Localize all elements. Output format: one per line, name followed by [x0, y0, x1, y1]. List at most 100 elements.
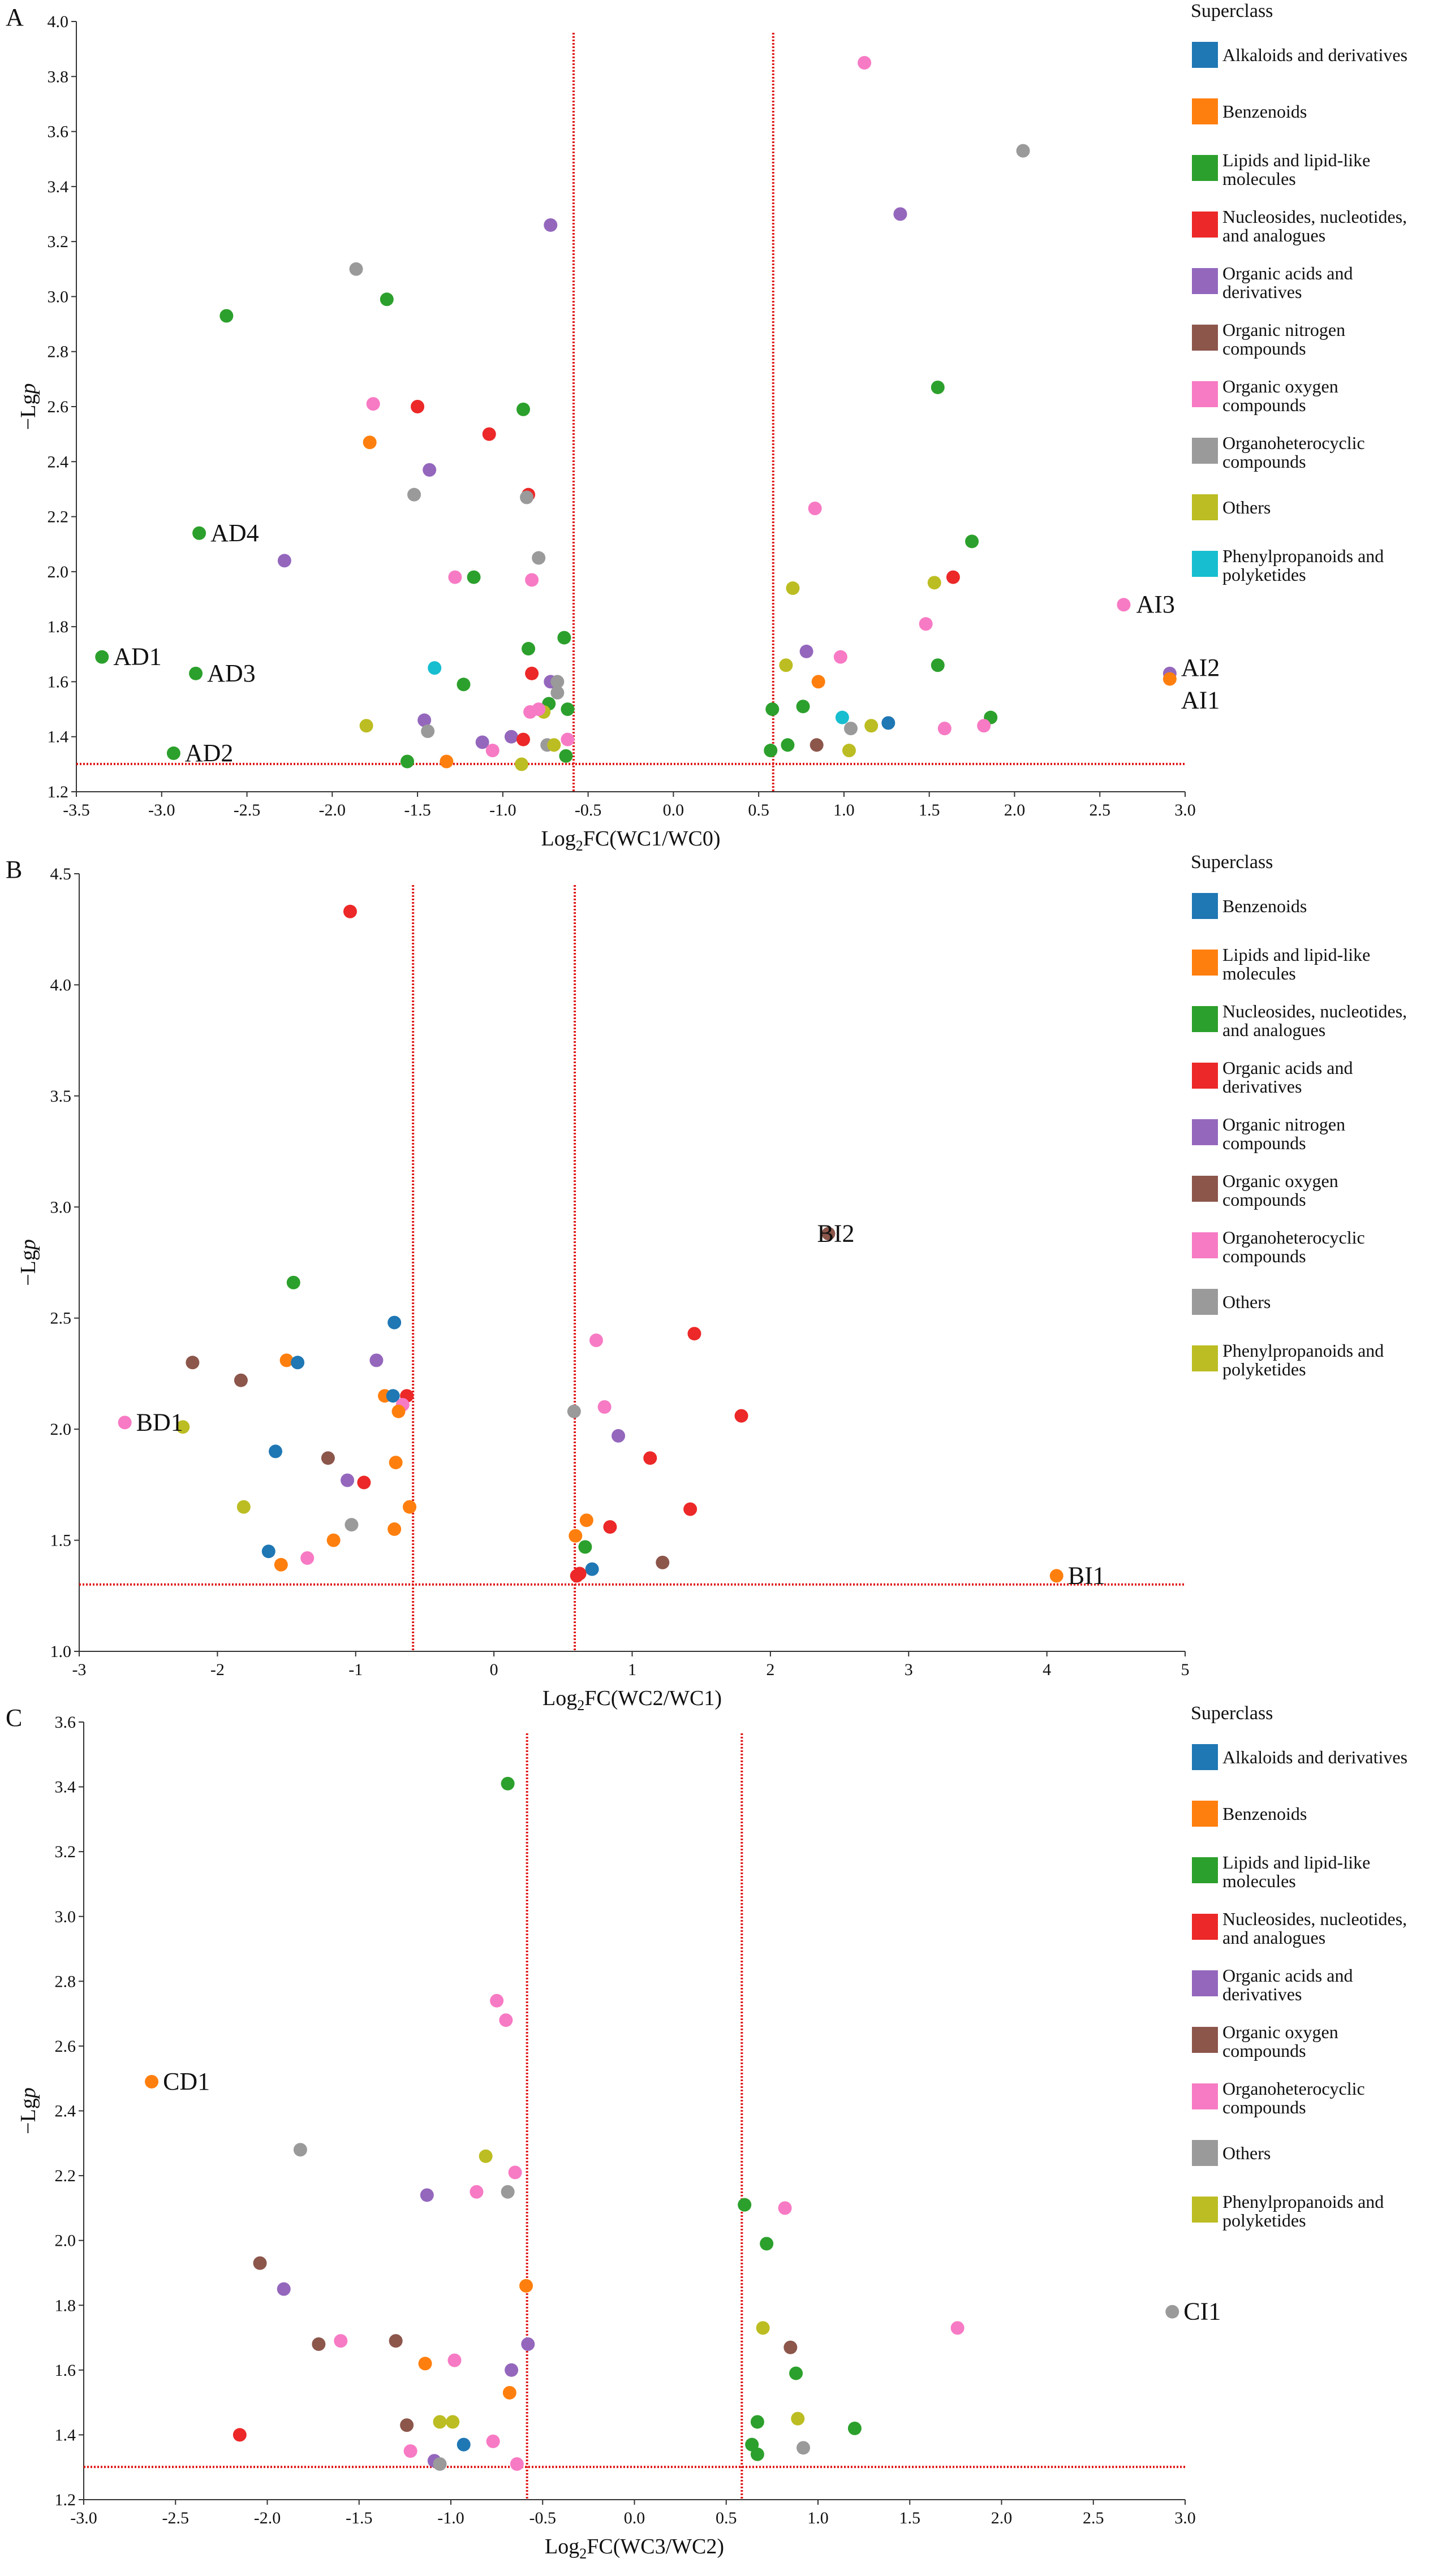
data-point [300, 1551, 315, 1565]
data-point [589, 1334, 603, 1347]
legend-swatch [1192, 2197, 1218, 2223]
legend-label: compounds [1222, 1246, 1306, 1266]
data-point [176, 1420, 190, 1434]
legend-swatch [1192, 381, 1218, 407]
legend-label: Others [1222, 2143, 1271, 2163]
data-point [269, 1444, 283, 1459]
data-point [475, 735, 489, 749]
y-tick-label: 2.4 [55, 2102, 76, 2121]
y-tick-label: 2.2 [48, 508, 69, 527]
legend-label: Organic oxygen [1222, 1171, 1338, 1191]
data-point [950, 2321, 965, 2335]
y-axis-title: −Lgp [16, 1239, 40, 1286]
x-tick-label: -2.0 [319, 801, 346, 819]
legend-label: Lipids and lipid-like [1222, 1852, 1370, 1872]
data-point [858, 55, 872, 70]
data-point [578, 1540, 592, 1554]
data-point [366, 397, 380, 411]
y-tick-label: 3.5 [50, 1087, 72, 1106]
data-point [781, 738, 795, 752]
data-point [919, 617, 933, 631]
data-point [359, 719, 373, 733]
data-point [791, 2411, 805, 2426]
y-tick-label: 1.4 [55, 2426, 76, 2444]
legend-label: Phenylpropanoids and [1222, 1340, 1384, 1361]
data-point [485, 744, 500, 758]
data-point [643, 1451, 657, 1465]
legend-label: Organic oxygen [1222, 376, 1338, 396]
data-point [334, 2334, 348, 2348]
data-point [349, 262, 363, 276]
legend-title: Superclass [1191, 1703, 1273, 1724]
data-point [811, 675, 825, 689]
panel-letter: B [6, 856, 22, 883]
legend-label: Organic acids and [1222, 1058, 1353, 1078]
y-tick-label: 3.0 [55, 1908, 76, 1926]
data-point [893, 207, 907, 221]
y-tick-label: 2.0 [55, 2232, 76, 2250]
y-tick-label: 2.0 [48, 563, 69, 581]
data-point [750, 2447, 764, 2461]
legend-label: Benzenoids [1222, 896, 1307, 916]
data-point [927, 576, 941, 590]
data-point [279, 1353, 294, 1367]
data-point [864, 719, 879, 733]
data-point [550, 675, 565, 689]
y-tick-label: 4.5 [50, 865, 72, 883]
data-point [516, 732, 531, 747]
legend-label: derivatives [1222, 1984, 1302, 2004]
data-point [490, 1994, 504, 2008]
legend-label: polyketides [1222, 1359, 1306, 1379]
legend-label: Nucleosides, nucleotides, [1222, 1001, 1407, 1021]
x-tick-label: -0.5 [529, 2509, 557, 2527]
data-point [931, 380, 945, 394]
x-tick-label: 1 [628, 1660, 636, 1679]
data-point [411, 400, 425, 413]
y-tick-label: 4.0 [50, 976, 72, 994]
legend-label: Alkaloids and derivatives [1222, 45, 1407, 65]
data-point [799, 644, 813, 658]
data-point [343, 904, 357, 918]
legend-swatch [1192, 1970, 1218, 1996]
legend-swatch [1192, 1345, 1218, 1371]
legend-label: Organic nitrogen [1222, 320, 1345, 340]
data-point [400, 2418, 414, 2432]
panel-c: C -3.0 -2.5 -2.0 -1.5 -1.0 -0.5 0.0 0.5 1.0 1.5 2.0… [6, 1703, 1407, 2562]
y-axis-title: −Lgp [16, 383, 40, 430]
x-tick-label: 0.5 [748, 801, 769, 819]
data-point [1016, 144, 1030, 158]
y-tick-label: 4.0 [48, 12, 69, 31]
data-point [760, 2237, 774, 2251]
data-point [407, 487, 421, 502]
data-point [808, 501, 822, 515]
legend-label: Phenylpropanoids and [1222, 2191, 1384, 2212]
legend-title: Superclass [1191, 1, 1273, 21]
data-point [403, 1500, 417, 1514]
y-tick-label: 1.6 [55, 2361, 76, 2380]
data-point [479, 2149, 493, 2163]
legend-label: compounds [1222, 2040, 1306, 2061]
x-axis-title: Log2FC(WC3/WC2) [545, 2535, 724, 2562]
point-annotation: AI3 [1136, 590, 1174, 618]
data-point [189, 666, 203, 680]
data-point [569, 1529, 583, 1543]
data-point [420, 2188, 434, 2202]
x-tick-label: -1.0 [437, 2509, 464, 2527]
legend-label: Others [1222, 497, 1271, 517]
legend-swatch [1192, 1744, 1218, 1770]
y-tick-label: 1.2 [48, 783, 69, 801]
data-point [570, 1569, 584, 1583]
legend-swatch [1192, 2083, 1218, 2109]
y-tick-label: 2.6 [55, 2037, 76, 2056]
data-point [603, 1520, 617, 1534]
x-tick-label: -3 [72, 1660, 87, 1679]
point-annotation: AD4 [210, 519, 259, 547]
data-point [561, 702, 575, 717]
data-point [482, 427, 496, 441]
x-tick-label: 2.0 [991, 2509, 1013, 2527]
x-tick-label: 5 [1181, 1660, 1190, 1679]
data-point [1049, 1569, 1064, 1583]
data-point [505, 2363, 519, 2377]
x-tick-label: 1.5 [899, 2509, 921, 2527]
x-tick-label: -2 [210, 1660, 225, 1679]
